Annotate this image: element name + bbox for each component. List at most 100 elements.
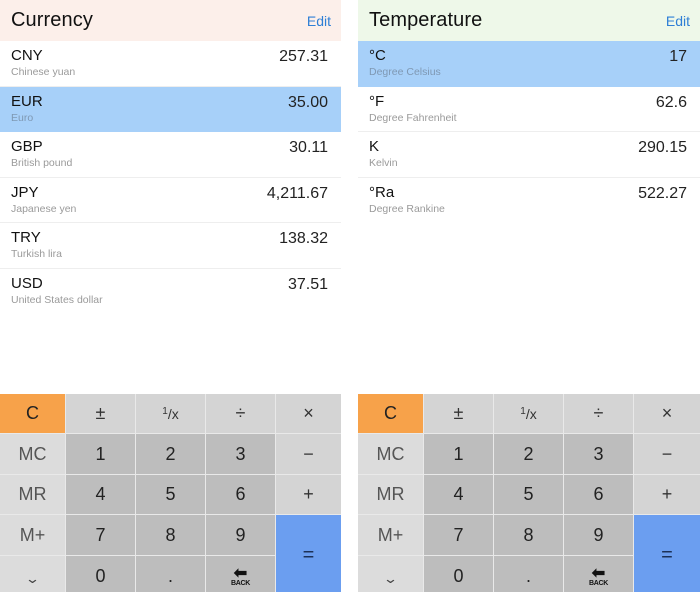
digit-9-button[interactable]: 9 [206, 515, 275, 555]
chevron-down-icon: ⌄ [24, 571, 41, 586]
unit-code: K [369, 138, 380, 156]
digit-0-button[interactable]: 0 [66, 556, 135, 592]
memory-add-button[interactable]: M+ [358, 515, 423, 555]
plus-minus-button[interactable]: ± [66, 394, 135, 433]
unit-value: 138.32 [279, 230, 328, 248]
list-item-rankine[interactable]: °Ra Degree Rankine 522.27 [358, 178, 700, 224]
plus-button[interactable]: + [276, 475, 341, 514]
page-title: Temperature [369, 9, 483, 31]
currency-panel: Currency Edit CNY Chinese yuan 257.31 EU… [0, 0, 341, 592]
unit-value: 17 [669, 48, 687, 65]
digit-6-button[interactable]: 6 [564, 475, 633, 514]
list-item-eur[interactable]: EUR Euro 35.00 [0, 86, 341, 133]
collapse-keypad-button[interactable]: ⌄ [0, 556, 65, 592]
list-item-cny[interactable]: CNY Chinese yuan 257.31 [0, 41, 341, 87]
unit-code: JPY [11, 183, 39, 201]
reciprocal-button[interactable]: 1/x [494, 394, 563, 433]
unit-name: Euro [11, 111, 34, 124]
list-item-jpy[interactable]: JPY Japanese yen 4,211.67 [0, 178, 341, 224]
unit-code: TRY [11, 229, 41, 247]
chevron-down-icon: ⌄ [382, 571, 399, 586]
unit-name: Degree Celsius [369, 66, 441, 78]
plus-button[interactable]: + [634, 475, 700, 514]
memory-clear-button[interactable]: MC [358, 434, 423, 474]
digit-7-button[interactable]: 7 [66, 515, 135, 555]
list-item-kelvin[interactable]: K Kelvin 290.15 [358, 132, 700, 178]
unit-name: Kelvin [369, 157, 398, 170]
digit-9-button[interactable]: 9 [564, 515, 633, 555]
digit-4-button[interactable]: 4 [424, 475, 493, 514]
reciprocal-button[interactable]: 1/x [136, 394, 205, 433]
digit-7-button[interactable]: 7 [424, 515, 493, 555]
digit-2-button[interactable]: 2 [136, 434, 205, 474]
digit-6-button[interactable]: 6 [206, 475, 275, 514]
digit-3-button[interactable]: 3 [206, 434, 275, 474]
digit-8-button[interactable]: 8 [136, 515, 205, 555]
plus-minus-button[interactable]: ± [424, 394, 493, 433]
collapse-keypad-button[interactable]: ⌄ [358, 556, 423, 592]
decimal-button[interactable]: . [494, 556, 563, 592]
digit-4-button[interactable]: 4 [66, 475, 135, 514]
list-item-fahrenheit[interactable]: °F Degree Fahrenheit 62.6 [358, 87, 700, 133]
arrow-left-icon: ⬅ [591, 564, 606, 582]
equals-button[interactable]: = [634, 515, 700, 592]
reciprocal-den: /x [167, 405, 179, 422]
unit-value: 35.00 [287, 93, 328, 111]
divide-button[interactable]: ÷ [564, 394, 633, 433]
unit-code: °C [369, 47, 386, 64]
digit-3-button[interactable]: 3 [564, 434, 633, 474]
digit-1-button[interactable]: 1 [66, 434, 135, 474]
list-item-celsius[interactable]: °C Degree Celsius 17 [358, 41, 700, 87]
unit-value: 4,211.67 [266, 184, 328, 202]
reciprocal-num: 1 [162, 405, 168, 417]
digit-5-button[interactable]: 5 [494, 475, 563, 514]
unit-code: °F [369, 92, 385, 110]
unit-name: Turkish lira [11, 248, 62, 261]
digit-5-button[interactable]: 5 [136, 475, 205, 514]
divide-button[interactable]: ÷ [206, 394, 275, 433]
currency-header: Currency Edit [0, 0, 341, 41]
back-arrow-icon: ⬅ BACK [230, 564, 251, 587]
decimal-button[interactable]: . [136, 556, 205, 592]
list-item-usd[interactable]: USD United States dollar 37.51 [0, 269, 341, 315]
unit-name: Degree Fahrenheit [369, 111, 457, 124]
unit-name: Japanese yen [11, 202, 77, 215]
digit-2-button[interactable]: 2 [494, 434, 563, 474]
clear-button[interactable]: C [358, 394, 423, 433]
unit-code: GBP [11, 138, 43, 156]
unit-name: United States dollar [11, 293, 103, 306]
memory-recall-button[interactable]: MR [358, 475, 423, 514]
unit-name: British pound [11, 157, 73, 170]
unit-code: °Ra [369, 183, 395, 201]
backspace-button[interactable]: ⬅ BACK [564, 556, 633, 592]
digit-8-button[interactable]: 8 [494, 515, 563, 555]
edit-button[interactable]: Edit [665, 12, 690, 29]
multiply-button[interactable]: × [634, 394, 700, 433]
edit-button[interactable]: Edit [306, 12, 331, 29]
unit-value: 30.11 [289, 139, 328, 157]
back-label: BACK [230, 579, 251, 587]
backspace-button[interactable]: ⬅ BACK [206, 556, 275, 592]
arrow-left-icon: ⬅ [233, 564, 248, 582]
minus-button[interactable]: − [276, 434, 341, 474]
list-item-try[interactable]: TRY Turkish lira 138.32 [0, 223, 341, 269]
multiply-button[interactable]: × [276, 394, 341, 433]
unit-code: USD [11, 274, 43, 292]
clear-button[interactable]: C [0, 394, 65, 433]
reciprocal-num: 1 [520, 405, 526, 417]
list-item-gbp[interactable]: GBP British pound 30.11 [0, 132, 341, 178]
unit-value: 37.51 [287, 275, 328, 293]
page-title: Currency [11, 9, 93, 31]
back-label: BACK [588, 579, 609, 587]
back-arrow-icon: ⬅ BACK [588, 564, 609, 587]
unit-value: 290.15 [638, 139, 687, 157]
digit-0-button[interactable]: 0 [424, 556, 493, 592]
minus-button[interactable]: − [634, 434, 700, 474]
equals-button[interactable]: = [276, 515, 341, 592]
digit-1-button[interactable]: 1 [424, 434, 493, 474]
reciprocal-den: /x [525, 405, 537, 422]
memory-clear-button[interactable]: MC [0, 434, 65, 474]
memory-recall-button[interactable]: MR [0, 475, 65, 514]
memory-add-button[interactable]: M+ [0, 515, 65, 555]
unit-name: Chinese yuan [11, 66, 76, 78]
